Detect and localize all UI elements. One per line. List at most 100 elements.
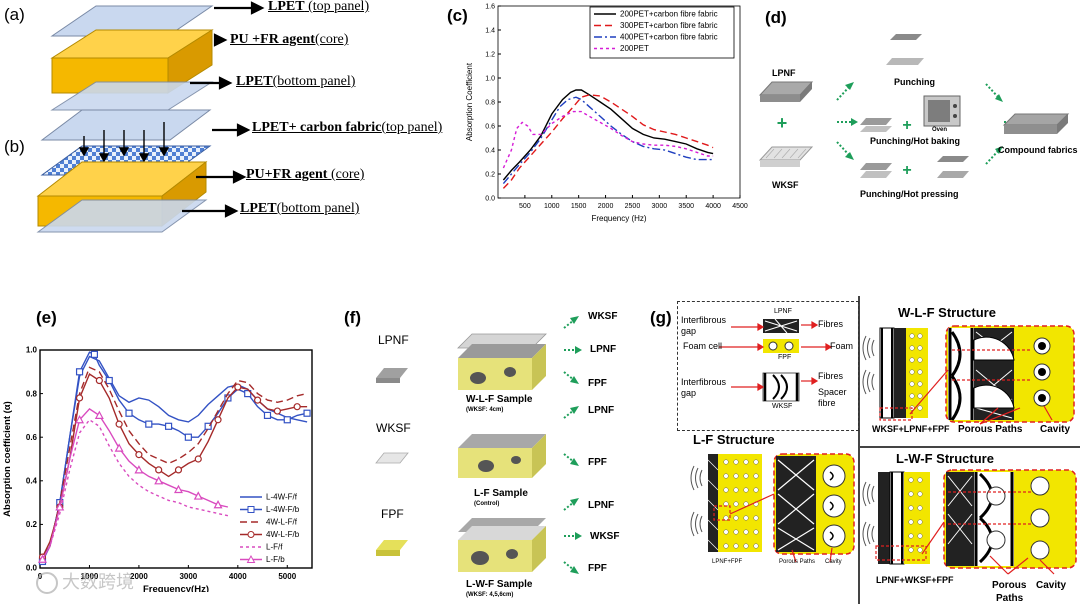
g-lwf-caption: LPNF+WKSF+FPF [876,575,954,585]
layer-name: PU+FR agent [246,167,328,182]
g-lwf-cavity: Cavity [1036,580,1067,591]
plus-sign: + [777,113,788,133]
data-point [37,554,47,563]
data-point [135,451,143,459]
plus-sign: + [902,117,911,134]
data-point [173,484,183,494]
series-line-4 [502,110,714,169]
y-tick-label: 1.4 [485,27,495,34]
layer-role: (top panel) [304,0,370,14]
data-point [273,407,281,415]
legend-label: 400PET+carbon fibre fabric [620,33,718,42]
layer-name: LPET [236,74,273,89]
data-point [283,416,291,424]
data-point [145,420,153,428]
data-point [293,403,301,411]
layer-name: LPET+ carbon fabric [252,120,382,135]
process-arrows [836,83,1018,165]
chart-c: 500 1000 1500 2000 2500 3000 3500 4000 4500 0.0 0.… [465,3,748,223]
y-tick-label: 1.2 [485,51,495,58]
g-divider-horizontal [858,446,1080,448]
f-material-wksf: WKSF [376,421,411,435]
y-tick-label: 0.8 [26,389,38,398]
watermark-logo-icon [36,572,58,594]
legend-box [589,6,735,59]
x-tick-label: 3000 [652,203,668,210]
g-wlf-cavity: Cavity [1040,424,1071,435]
g-lf-caption: LPNF+FPF [712,559,743,565]
d-compound-label: Compound fabrics [998,145,1078,155]
g-wlf-porous-paths: Porous Paths [958,424,1023,435]
data-point [213,500,223,509]
legend-label: L-4W-F/f [266,493,298,502]
data-point [303,409,311,417]
f-wlf-sub: (WKSF: 4cm) [466,407,504,413]
g-legend-graphics [719,318,833,402]
legend-marker [247,531,255,538]
g-lwf-title: L-W-F Structure [896,451,994,466]
data-point [105,376,113,385]
f-lf-layer-2: FPF [588,457,607,468]
f-wlf-layer-1: WKSF [588,311,618,322]
f-wlf-layer-2: LPNF [590,344,617,355]
legend-label: 4W-L-F/b [266,530,300,539]
data-point [184,433,192,441]
y-tick-label: 1.0 [485,75,495,82]
x-tick-label: 1000 [544,203,560,210]
f-wlf-layer-3: FPF [588,378,607,389]
panel-b-layer-bottom: LPET(bottom panel) [240,201,359,217]
f-material-lpnf: LPNF [378,333,409,347]
g-legend-fibres-1: Fibres [818,319,844,329]
series-line-4 [41,372,308,558]
g-lf-title: L-F Structure [693,432,775,447]
layer-role: (top panel) [381,120,443,135]
g-wlf-structure-diagram [862,325,1075,425]
panel-d-label: (d) [765,8,787,27]
g-divider-vertical [858,296,860,604]
watermark: 大数跨境 [36,568,134,594]
g-lwf-porous: Porous [992,580,1027,591]
y-tick-label: 0.6 [26,433,38,442]
f-lwf-layer-2: WKSF [590,531,620,542]
g-legend-fibres-2: Fibres [818,371,844,381]
f-lf-layer-1: LPNF [588,405,615,416]
plot-frame [39,349,313,569]
f-wlf-title: W-L-F Sample [466,394,533,405]
data-point [154,476,164,485]
layer-role: (core) [327,167,365,182]
panel-b-label: (b) [4,137,25,156]
g-legend-foam-cell: Foam cell [683,341,723,351]
x-tick-label: 2500 [625,203,641,210]
panel-a-layer-bottom: LPET(bottom panel) [236,74,355,90]
legend-marker [246,554,256,563]
data-point [75,394,84,402]
y-tick-label: 0.2 [485,171,495,178]
lpnf-swatch [376,368,408,378]
legend-label: 4W-L-F/f [266,518,298,527]
f-lf-title: L-F Sample [474,488,528,499]
x-tick-label: 2000 [598,203,614,210]
data-point [55,502,65,511]
y-tick-label: 1.6 [485,3,495,10]
y-tick-label: 0.4 [26,476,38,485]
g-legend-fpf: FPF [778,354,792,361]
panel-b-layer-core: PU+FR agent (core) [246,167,364,183]
panel-a-arrows [190,1,265,90]
x-tick-label: 2000 [130,572,148,581]
d-wksf-label: WKSF [772,180,799,190]
panel-d-process-diagram: + + + [758,34,1070,179]
x-tick-label: 5000 [278,572,296,581]
g-legend-box [677,301,859,431]
legend-label: 200PET+carbon fibre fabric [620,10,718,19]
data-point [75,414,85,424]
legend-label: L-F/b [266,555,285,564]
d-lpnf-label: LPNF [772,68,796,78]
y-tick-label: 0.8 [485,99,495,106]
f-lwf-layer-1: LPNF [588,500,615,511]
panel-b-top-sheet [40,109,212,141]
data-point [254,396,262,404]
data-point [193,491,203,500]
d-punching-label: Punching [894,77,935,87]
data-point [194,455,202,463]
legend-label: 300PET+carbon fibre fabric [620,21,718,30]
